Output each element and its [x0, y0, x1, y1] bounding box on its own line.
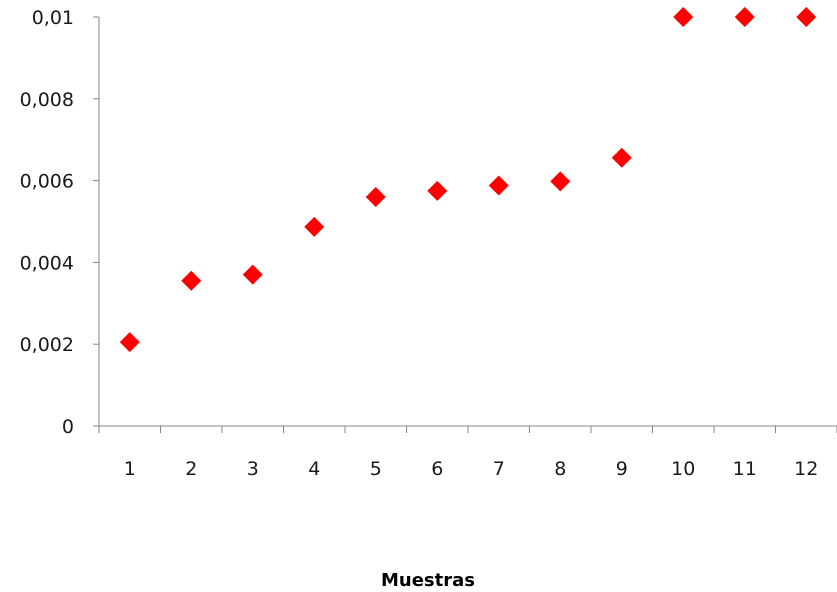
data-point	[304, 216, 325, 237]
x-tick-label: 5	[370, 458, 382, 480]
x-tick-label: 9	[616, 458, 628, 480]
x-tick-label: 8	[554, 458, 566, 480]
data-point	[488, 175, 509, 196]
x-tick-label: 4	[308, 458, 320, 480]
data-point	[365, 186, 386, 207]
data-point	[673, 7, 694, 27]
x-tick-label: 11	[733, 458, 757, 480]
y-tick-label: 0,01	[32, 7, 74, 29]
axes	[93, 16, 837, 433]
data-point	[550, 171, 571, 192]
x-tick-labels: 1 2 3 4 5 6 7 8 9 10 11 12	[124, 458, 819, 480]
data-point	[242, 264, 263, 285]
data-point	[181, 270, 202, 291]
x-tick-label: 3	[247, 458, 259, 480]
x-tick-label: 7	[493, 458, 505, 480]
x-axis-title: Muestras	[381, 570, 475, 591]
x-tick-label: 1	[124, 458, 136, 480]
data-point	[427, 180, 448, 201]
data-points	[119, 7, 817, 353]
x-tick-label: 6	[431, 458, 443, 480]
data-point	[734, 7, 755, 27]
data-point	[796, 7, 817, 27]
y-tick-label: 0	[62, 416, 74, 438]
x-tick-label: 10	[671, 458, 695, 480]
y-tick-label: 0,008	[20, 89, 74, 111]
data-point	[119, 332, 140, 353]
data-point	[611, 147, 632, 168]
x-tick-label: 12	[794, 458, 818, 480]
y-tick-label: 0,004	[20, 252, 74, 274]
y-tick-label: 0,006	[20, 171, 74, 193]
y-tick-labels: 0 0,002 0,004 0,006 0,008 0,01	[20, 7, 74, 438]
y-tick-label: 0,002	[20, 334, 74, 356]
x-tick-label: 2	[185, 458, 197, 480]
